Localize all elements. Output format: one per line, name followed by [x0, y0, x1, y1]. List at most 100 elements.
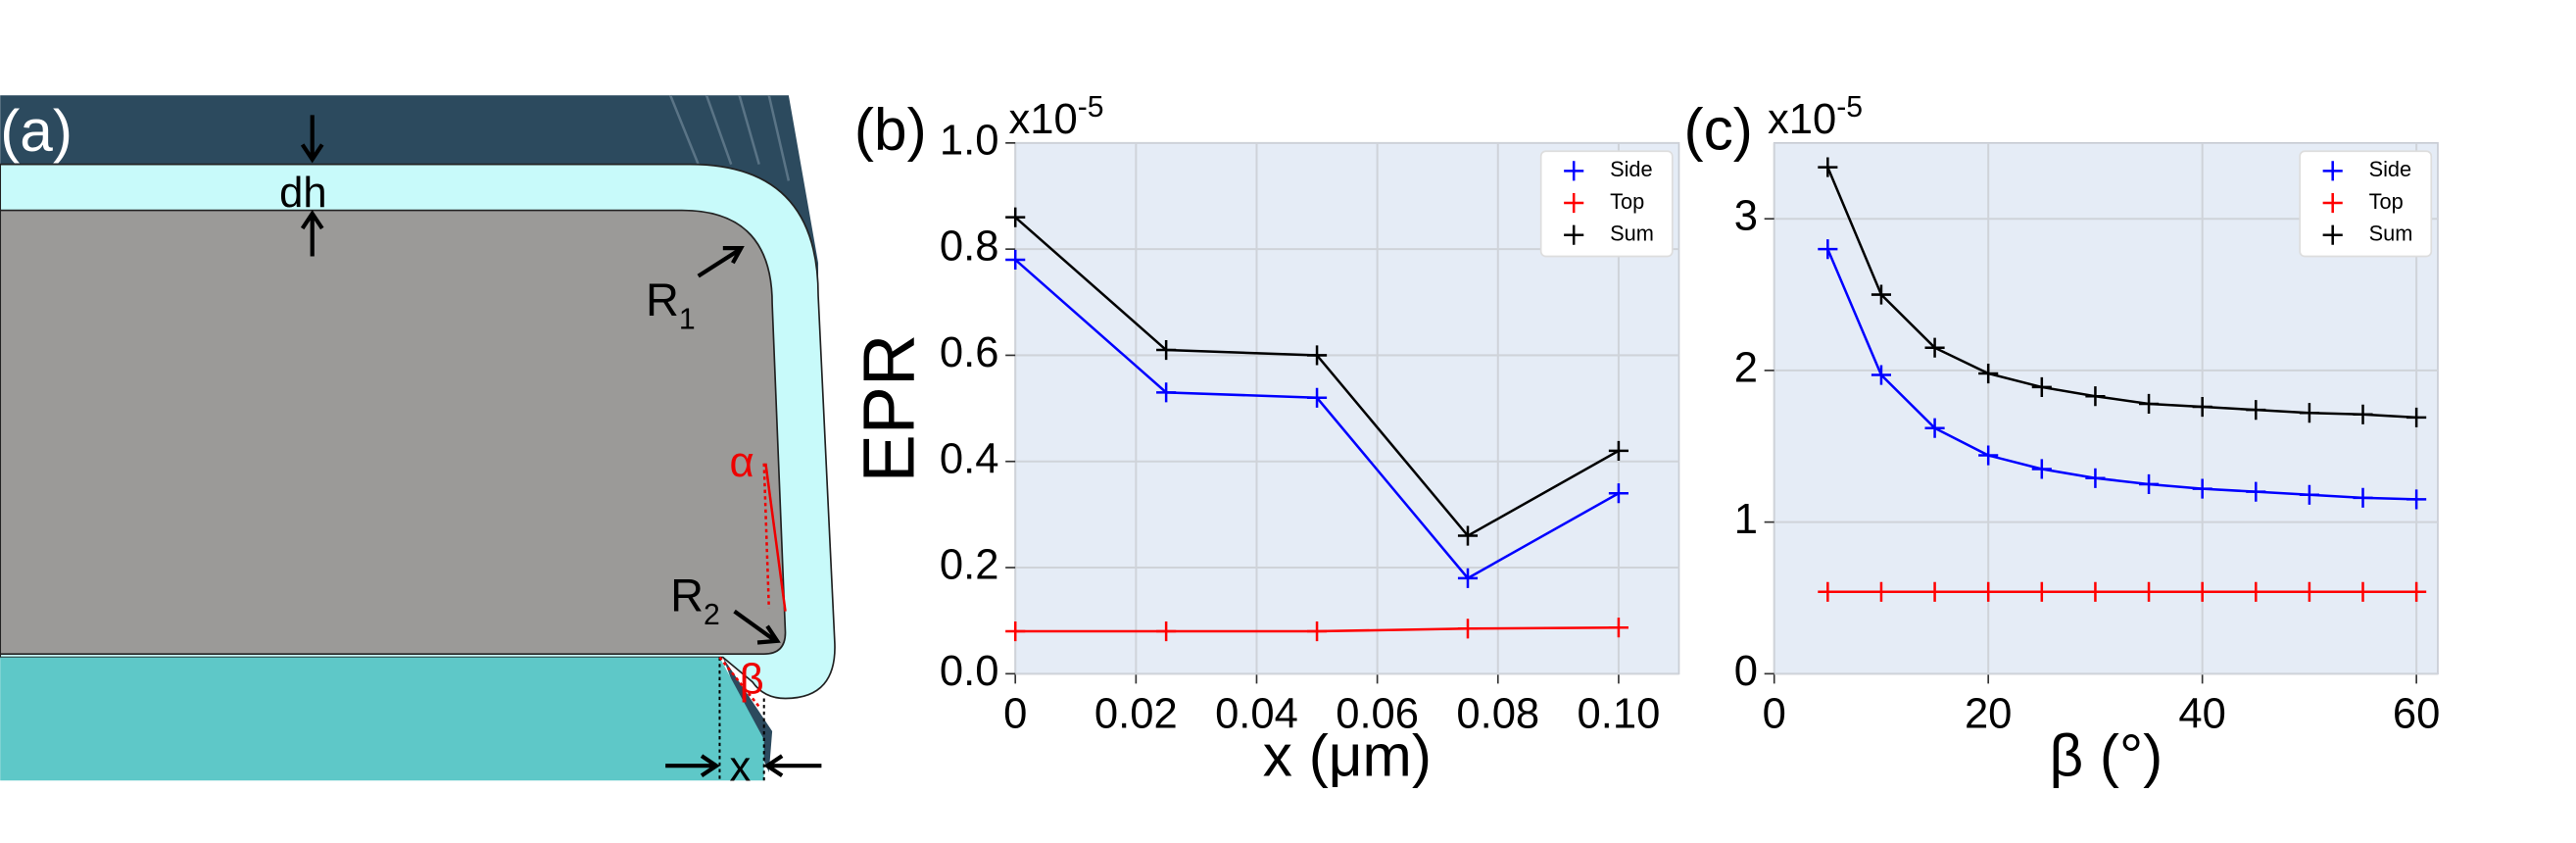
data-point — [1924, 581, 1945, 602]
y-tick-label: 0 — [1734, 648, 1758, 695]
x-tick-label: 20 — [1965, 690, 2012, 737]
r2-sub: 2 — [704, 599, 720, 631]
y-tick-label: 0.0 — [940, 648, 999, 695]
data-point — [2031, 376, 2052, 397]
x-tick-label: 40 — [2178, 690, 2225, 737]
data-point — [2138, 393, 2160, 415]
data-point — [1818, 239, 1838, 260]
r1-label: R1 — [646, 274, 696, 335]
data-point — [2299, 403, 2319, 423]
data-point — [1871, 581, 1892, 602]
data-point — [1307, 345, 1328, 366]
data-point — [1005, 249, 1026, 271]
diagram: (a) dh R1 α R2 β x — [0, 94, 836, 790]
x-tick-label: 0.06 — [1336, 690, 1419, 737]
data-point — [2353, 581, 2373, 602]
data-point — [2246, 400, 2266, 421]
data-point — [1608, 483, 1628, 504]
data-point — [1457, 568, 1479, 588]
legend-marker — [2322, 224, 2343, 245]
gray-block — [0, 209, 787, 656]
layer-edges — [669, 94, 791, 181]
data-point — [1156, 620, 1177, 642]
legend-label: Sum — [2369, 221, 2413, 245]
legend-marker — [2322, 161, 2343, 181]
panel-label: (a) — [0, 97, 73, 164]
data-point — [1978, 445, 1999, 466]
data-point — [1005, 620, 1026, 642]
offset-exponent: -5 — [1078, 91, 1104, 124]
alpha-label: α — [730, 439, 754, 486]
data-point — [2085, 386, 2106, 407]
data-point — [2299, 484, 2319, 505]
data-point — [1818, 581, 1838, 602]
x-label: x — [730, 743, 752, 790]
legend-marker — [1564, 161, 1584, 181]
y-tick-label: 1 — [1734, 496, 1758, 543]
data-point — [2406, 489, 2427, 510]
offset-text: x10-5 — [1768, 91, 1863, 143]
x-tick-label: 0.08 — [1456, 690, 1539, 737]
data-point — [2192, 396, 2212, 418]
y-axis-label: EPR — [848, 334, 929, 483]
offset-base: x10 — [1768, 96, 1836, 143]
x-tick-label: 60 — [2393, 690, 2440, 737]
data-point — [2299, 581, 2319, 602]
dh-label: dh — [279, 170, 326, 217]
x-tick-label: 0.04 — [1215, 690, 1298, 737]
data-point — [2085, 581, 2106, 602]
data-point — [2138, 473, 2160, 495]
y-tick-label: 3 — [1734, 193, 1758, 240]
data-point — [2353, 487, 2373, 508]
data-point — [2406, 581, 2427, 602]
data-point — [1978, 581, 1999, 602]
legend-label: Side — [2369, 157, 2412, 181]
arrows — [300, 115, 822, 778]
beta-label: β — [740, 656, 764, 703]
legend-label: Top — [2369, 189, 2404, 214]
y-tick-label: 1.0 — [940, 117, 999, 164]
y-tick-label: 2 — [1734, 344, 1758, 391]
data-point — [1978, 363, 1999, 384]
r1-sub: 1 — [679, 303, 696, 335]
data-point — [2246, 481, 2266, 502]
data-point — [2192, 478, 2212, 499]
r2-base: R — [670, 570, 704, 621]
data-point — [2406, 407, 2427, 427]
top-layer — [0, 95, 819, 362]
data-point — [1924, 418, 1945, 438]
data-point — [1818, 157, 1838, 177]
x-axis-label: x (μm) — [1263, 721, 1432, 788]
data-point — [1608, 440, 1628, 461]
y-tick-label: 0.6 — [940, 329, 999, 376]
data-point — [2246, 581, 2266, 602]
data-point — [1608, 618, 1628, 638]
panel-label: (c) — [1684, 96, 1753, 163]
r2-label: R2 — [670, 570, 720, 631]
data-point — [2031, 459, 2052, 479]
x-tick-label: 0 — [1763, 690, 1786, 737]
data-point — [1156, 339, 1177, 361]
data-point — [1005, 207, 1026, 227]
y-tick-label: 0.8 — [940, 223, 999, 271]
legend-marker — [1564, 224, 1584, 245]
legend-marker — [2322, 192, 2343, 214]
x-axis-label: β (°) — [2049, 721, 2163, 788]
alpha-line — [764, 463, 787, 612]
data-point — [2353, 404, 2373, 424]
y-tick-label: 0.2 — [940, 542, 999, 589]
data-point — [2031, 581, 2052, 602]
data-point — [1156, 382, 1177, 403]
legend-marker — [1564, 192, 1584, 214]
data-point — [2192, 581, 2212, 602]
data-point — [1307, 620, 1328, 642]
panel-label: (b) — [854, 96, 927, 163]
data-point — [1871, 365, 1892, 385]
y-tick-label: 0.4 — [940, 435, 999, 482]
r1-base: R — [646, 274, 679, 325]
angle-guides — [718, 463, 771, 708]
x-guides — [718, 657, 765, 781]
data-point — [1924, 337, 1945, 358]
